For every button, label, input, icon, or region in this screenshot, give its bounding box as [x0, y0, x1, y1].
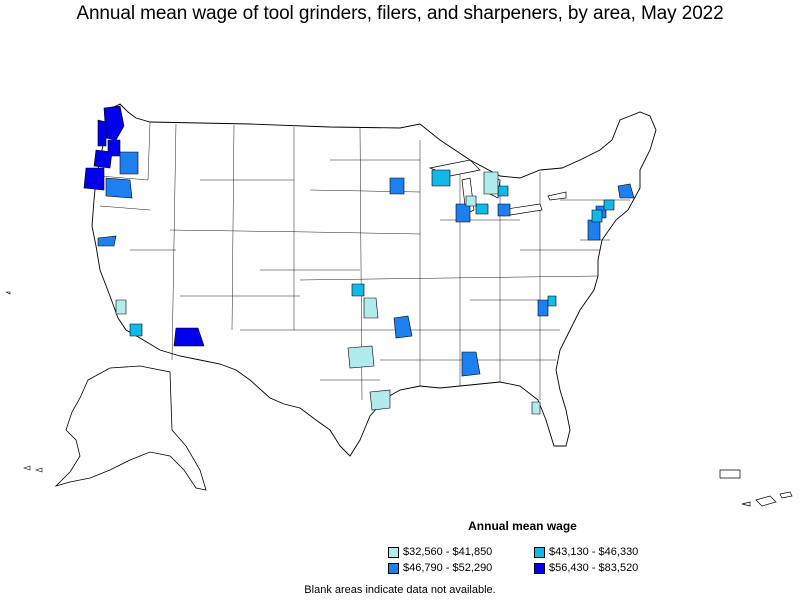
area-tucson: [173, 327, 205, 347]
legend-item: $56,430 - $83,520: [534, 562, 638, 574]
legend-label: $56,430 - $83,520: [549, 562, 639, 574]
legend-swatch: [534, 562, 545, 574]
area-mississippi: [461, 351, 481, 377]
legend-label: $43,130 - $46,330: [549, 546, 639, 558]
puerto-rico-outline: [719, 469, 741, 479]
legend-label: $46,790 - $52,290: [403, 562, 493, 574]
area-oregon-coast: [83, 167, 105, 191]
area-sacramento: [97, 235, 117, 247]
area-minneapolis: [389, 177, 405, 195]
area-massachusetts: [617, 183, 635, 199]
area-north-carolina: [537, 299, 549, 317]
legend-swatch: [388, 546, 399, 558]
area-detroit: [475, 203, 489, 215]
area-arizona-west: [115, 299, 127, 315]
area-oklahoma: [363, 297, 379, 319]
area-new-york: [591, 209, 603, 223]
area-wichita: [393, 315, 413, 339]
area-grand-rapids: [483, 171, 499, 195]
legend-swatch: [388, 562, 399, 574]
area-washington-coast: [97, 119, 107, 147]
area-chicago: [465, 195, 477, 207]
legend-item: $43,130 - $46,330: [534, 546, 638, 558]
area-connecticut: [603, 199, 615, 211]
area-houston: [369, 389, 391, 411]
area-wisconsin: [455, 203, 471, 223]
area-tampa: [531, 401, 541, 415]
aleutian-islands: [5, 291, 43, 473]
footnote: Blank areas indicate data not available.: [304, 584, 496, 596]
area-eastern-oregon: [119, 151, 139, 175]
area-los-angeles: [129, 323, 143, 337]
legend-label: $32,560 - $41,850: [403, 546, 493, 558]
contiguous-us-outline: [91, 103, 657, 457]
area-portland: [93, 149, 113, 169]
hawaii-islands: [741, 491, 793, 507]
legend-item: $32,560 - $41,850: [388, 546, 492, 558]
legend-swatch: [534, 546, 545, 558]
area-indiana: [497, 203, 511, 217]
area-ohio: [497, 185, 509, 197]
area-charlotte: [547, 295, 557, 307]
map-title: Annual mean wage of tool grinders, filer…: [76, 3, 724, 24]
area-milwaukee: [431, 169, 451, 187]
alaska-outline: [54, 365, 207, 491]
wage-areas: [83, 105, 635, 415]
area-pennsylvania: [587, 219, 601, 241]
area-north-texas: [347, 345, 375, 369]
area-kansas: [351, 283, 365, 297]
legend-title: Annual mean wage: [468, 519, 577, 533]
area-boise: [105, 177, 133, 199]
legend-item: $46,790 - $52,290: [388, 562, 492, 574]
